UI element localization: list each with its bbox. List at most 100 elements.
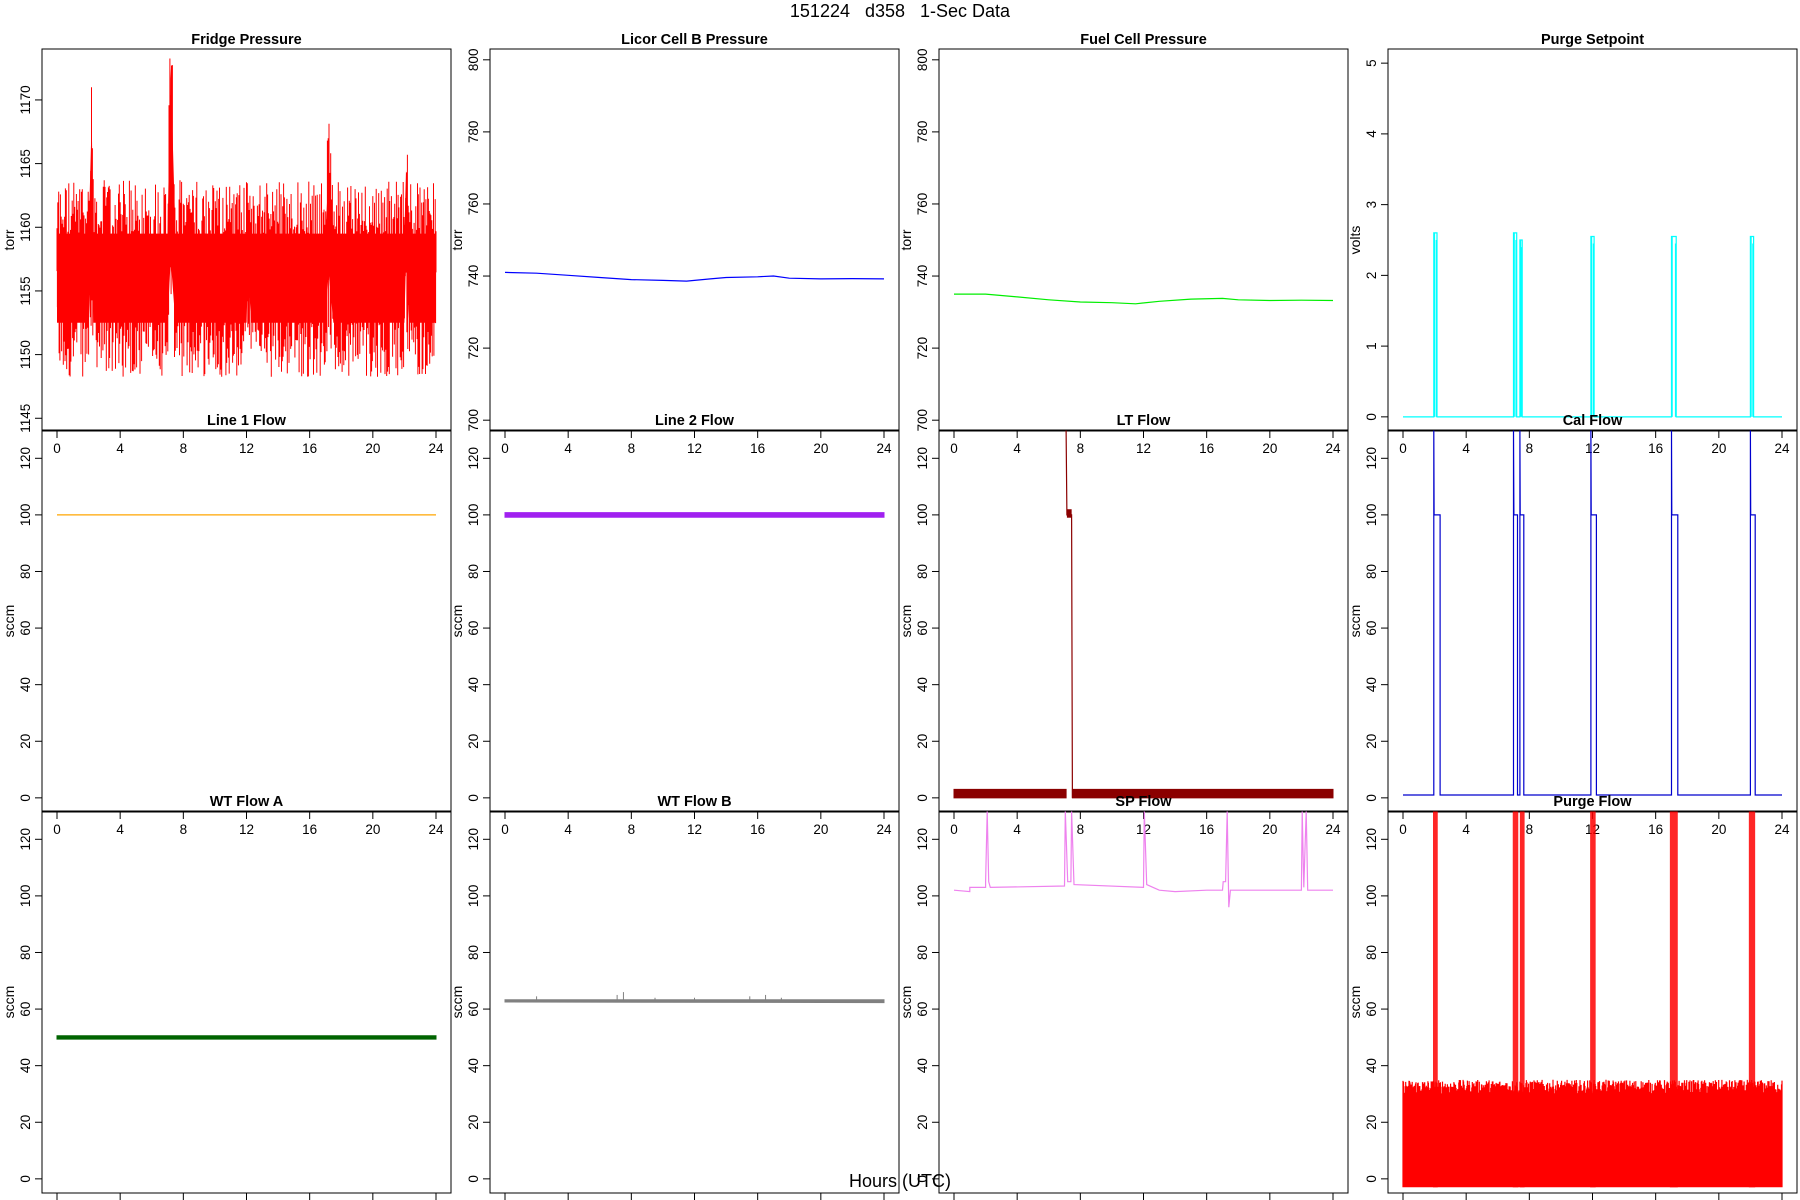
x-tick-label: 16 (1199, 822, 1214, 837)
y-tick-label: 100 (915, 504, 930, 527)
x-tick-label: 24 (876, 822, 892, 837)
x-tick-label: 8 (180, 822, 188, 837)
y-tick-label: 0 (466, 1175, 481, 1183)
y-tick-label: 60 (1364, 621, 1379, 636)
series-pulse (1433, 811, 1438, 1188)
series-line (1750, 236, 1754, 417)
y-tick-label: 40 (915, 677, 930, 692)
x-tick-label: 24 (428, 822, 444, 837)
y-tick-label: 40 (466, 677, 481, 692)
x-tick-label: 4 (1462, 822, 1470, 837)
y-tick-label: 720 (466, 337, 481, 360)
x-tick-label: 4 (1462, 441, 1470, 456)
x-tick-label: 0 (950, 441, 958, 456)
y-tick-label: 20 (1364, 1115, 1379, 1130)
y-tick-label: 3 (1364, 201, 1379, 209)
series-line (504, 271, 885, 282)
x-tick-label: 20 (1711, 441, 1726, 456)
y-tick-label: 800 (915, 49, 930, 72)
x-tick-label: 16 (1199, 441, 1214, 456)
y-tick-label: 60 (18, 1002, 33, 1017)
series-line (1403, 430, 1782, 796)
x-tick-label: 0 (950, 822, 958, 837)
plot-frame (1387, 429, 1798, 813)
data-layer (504, 512, 885, 518)
y-axis-label: sccm (1, 605, 17, 638)
plot-frame (41, 48, 452, 432)
y-axis-label: sccm (1347, 986, 1363, 1019)
y-tick-label: 80 (915, 945, 930, 960)
plot-frame (489, 429, 900, 813)
y-tick-label: 80 (1364, 564, 1379, 579)
x-tick-label: 24 (1774, 822, 1790, 837)
x-tick-label: 8 (1526, 441, 1534, 456)
panel-title: Purge Flow (1553, 794, 1632, 810)
y-tick-label: 80 (466, 564, 481, 579)
x-tick-label: 8 (628, 441, 636, 456)
series-block (1066, 509, 1072, 518)
y-tick-label: 20 (18, 734, 33, 749)
y-axis-label: sccm (1347, 605, 1363, 638)
x-tick-label: 0 (53, 441, 61, 456)
y-tick-label: 100 (466, 504, 481, 527)
x-tick-label: 16 (302, 441, 317, 456)
x-tick-label: 8 (1077, 822, 1085, 837)
y-axis-label: sccm (449, 986, 465, 1019)
plot-frame (1387, 48, 1798, 432)
y-tick-label: 800 (466, 49, 481, 72)
y-tick-label: 40 (18, 677, 33, 692)
y-tick-label: 0 (1364, 1175, 1379, 1183)
y-tick-label: 80 (18, 945, 33, 960)
y-tick-label: 2 (1364, 272, 1379, 280)
series-pulse (1669, 811, 1678, 1188)
y-axis-label: sccm (898, 986, 914, 1019)
x-tick-label: 20 (365, 441, 380, 456)
data-layer (504, 271, 885, 282)
panel-title: Line 1 Flow (207, 413, 287, 429)
x-tick-label: 12 (239, 441, 254, 456)
y-tick-label: 100 (18, 504, 33, 527)
y-tick-label: 780 (466, 121, 481, 144)
panel-title: Fuel Cell Pressure (1080, 32, 1207, 48)
series-noise (56, 58, 437, 377)
y-tick-label: 0 (915, 1175, 930, 1183)
y-axis-label: torr (1, 229, 17, 250)
y-tick-label: 700 (915, 409, 930, 432)
x-tick-label: 12 (239, 822, 254, 837)
series-line (953, 811, 1333, 908)
y-tick-label: 20 (915, 1115, 930, 1130)
y-tick-label: 120 (466, 828, 481, 851)
y-axis-label: volts (1347, 226, 1363, 255)
x-tick-label: 8 (1526, 822, 1534, 837)
y-tick-label: 100 (1364, 504, 1379, 527)
x-tick-label: 4 (564, 441, 572, 456)
y-tick-label: 80 (466, 945, 481, 960)
x-tick-label: 4 (1013, 441, 1021, 456)
panel-wt-flow-a: WT Flow A sccm 0 4 8 12 16 20 24 0 20 40 60 80 100 120 (1, 794, 452, 1200)
y-tick-label: 760 (466, 193, 481, 216)
series-line (954, 293, 1334, 305)
panel-title: Cal Flow (1563, 413, 1623, 429)
y-tick-label: 0 (1364, 794, 1379, 802)
y-tick-label: 20 (466, 1115, 481, 1130)
x-tick-label: 20 (1711, 822, 1726, 837)
y-tick-label: 20 (1364, 734, 1379, 749)
y-tick-label: 60 (466, 1002, 481, 1017)
y-tick-label: 80 (18, 564, 33, 579)
panel-title: Licor Cell B Pressure (621, 32, 768, 48)
series-line (1434, 232, 1437, 417)
x-tick-label: 8 (628, 822, 636, 837)
x-tick-label: 12 (1585, 441, 1600, 456)
series-pulse (1590, 811, 1596, 1188)
x-tick-label: 12 (687, 822, 702, 837)
series-band (56, 1035, 437, 1040)
data-layer (954, 293, 1334, 305)
panel-title: Fridge Pressure (191, 32, 301, 48)
series-band (57, 68, 436, 323)
